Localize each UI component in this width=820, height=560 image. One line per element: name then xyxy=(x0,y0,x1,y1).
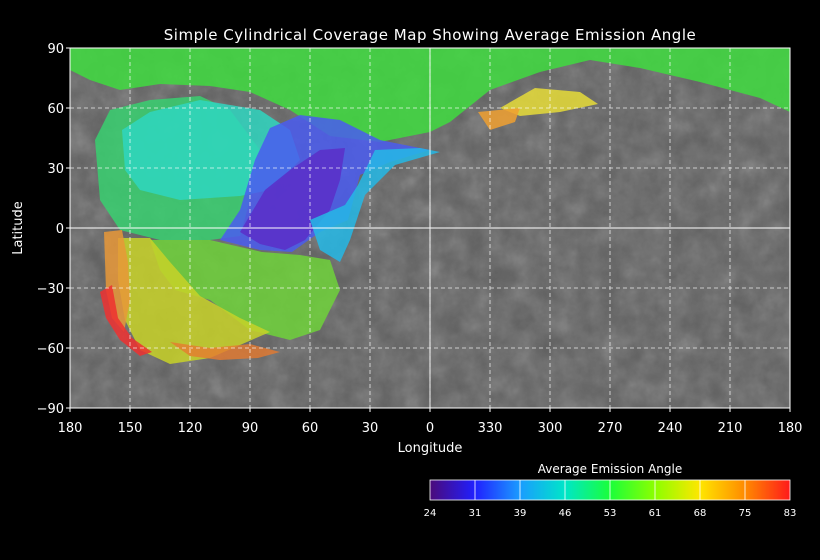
coverage-south-red-edge xyxy=(100,285,152,356)
x-tick-label: 180 xyxy=(58,421,83,436)
x-axis-ticks: 180 150 120 90 60 30 0 330 300 270 240 210 180 xyxy=(58,408,803,436)
x-tick-label: 150 xyxy=(118,421,143,436)
x-tick-label: 270 xyxy=(598,421,623,436)
x-tick-label: 90 xyxy=(242,421,259,436)
colorbar-tick-label: 46 xyxy=(559,508,572,519)
coverage-north-east-yellow xyxy=(500,88,598,116)
coverage-south-yellow xyxy=(118,238,270,364)
y-tick-label: 0 xyxy=(56,222,64,237)
colorbar-tick-label: 83 xyxy=(784,508,797,519)
map-plot-area xyxy=(69,47,791,409)
x-tick-label: 210 xyxy=(718,421,743,436)
colorbar-ticks: 24 31 39 46 53 61 68 75 83 xyxy=(424,480,797,519)
colorbar-tick-label: 24 xyxy=(424,508,437,519)
x-axis-label: Longitude xyxy=(398,441,463,456)
x-tick-label: 330 xyxy=(478,421,503,436)
colorbar-tick-label: 31 xyxy=(469,508,482,519)
chart-title: Simple Cylindrical Coverage Map Showing … xyxy=(164,26,696,44)
x-tick-label: 0 xyxy=(426,421,434,436)
x-tick-label: 60 xyxy=(302,421,319,436)
x-tick-label: 30 xyxy=(362,421,379,436)
y-tick-label: 60 xyxy=(47,102,64,117)
colorbar-tick-label: 39 xyxy=(514,508,527,519)
coverage-south-green xyxy=(150,240,340,340)
y-tick-label: −60 xyxy=(37,342,64,357)
coverage-north-east-orange xyxy=(478,108,520,130)
x-tick-label: 120 xyxy=(178,421,203,436)
x-tick-label: 300 xyxy=(538,421,563,436)
colorbar-tick-label: 75 xyxy=(739,508,752,519)
y-tick-label: 30 xyxy=(47,162,64,177)
y-tick-label: 90 xyxy=(47,42,64,57)
coverage-central-indigo xyxy=(240,148,345,250)
y-axis-label: Latitude xyxy=(11,201,26,255)
y-axis-ticks: 90 60 30 0 −30 −60 −90 xyxy=(37,42,70,417)
colorbar-tick-label: 61 xyxy=(649,508,662,519)
colorbar: Average Emission Angle 24 31 39 46 53 61 68 75 8… xyxy=(424,462,797,519)
y-tick-label: −90 xyxy=(37,402,64,417)
x-tick-label: 180 xyxy=(778,421,803,436)
colorbar-tick-label: 68 xyxy=(694,508,707,519)
coverage-south-orange-fringe xyxy=(170,342,280,360)
colorbar-title: Average Emission Angle xyxy=(538,462,682,476)
y-tick-label: −30 xyxy=(37,282,64,297)
x-tick-label: 240 xyxy=(658,421,683,436)
coverage-east-cyan-edge xyxy=(310,148,440,262)
colorbar-tick-label: 53 xyxy=(604,508,617,519)
